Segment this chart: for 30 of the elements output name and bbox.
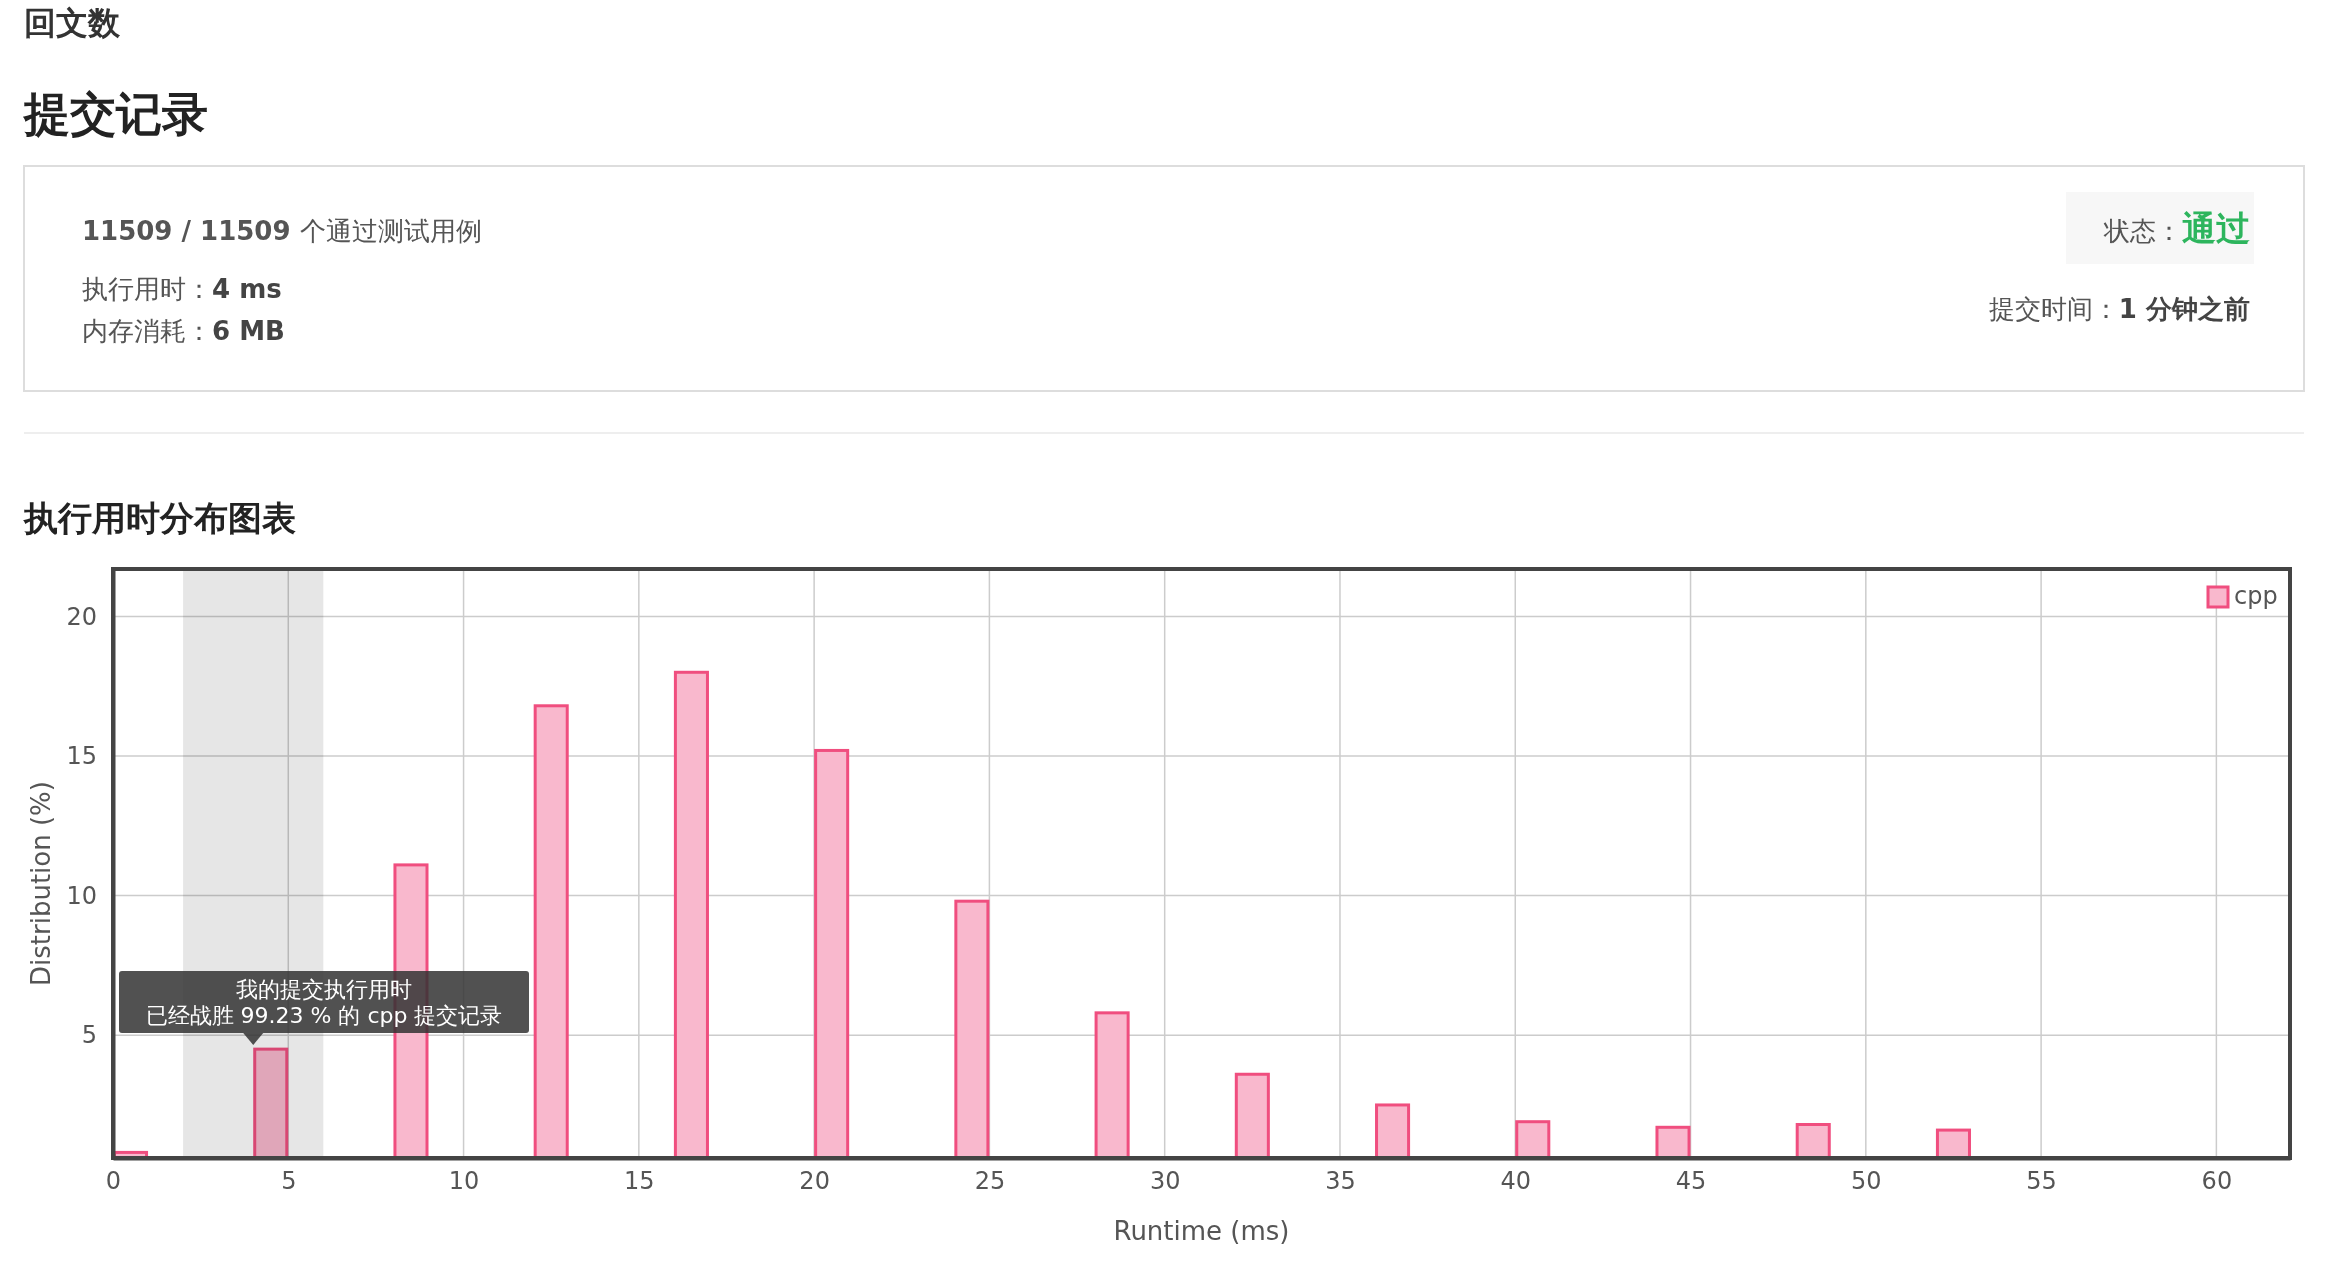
x-tick-label: 45 [1675, 1167, 1707, 1196]
x-tick-label: 60 [2201, 1167, 2233, 1196]
y-tick-label: 10 [66, 881, 97, 910]
x-tick-label: 5 [281, 1167, 297, 1196]
y-tick-label: 20 [66, 602, 97, 631]
x-tick-label: 55 [2026, 1167, 2057, 1196]
x-tick-label: 15 [624, 1167, 655, 1196]
x-tick-label: 35 [1325, 1167, 1356, 1196]
y-axis-title: Distribution (%) [26, 781, 56, 986]
legend-label: cpp [2234, 582, 2278, 610]
text: 提交记录 [22, 87, 208, 141]
text: 内存消耗：6 MB [82, 316, 285, 346]
x-tick-label: 50 [1851, 1167, 1882, 1196]
x-axis-title: Runtime (ms) [1113, 1216, 1290, 1246]
text: 执行用时：4 ms [82, 274, 282, 304]
x-tick-label: 30 [1149, 1167, 1181, 1196]
y-tick-label: 15 [66, 742, 97, 771]
annotation: 已经战胜 99.23 % 的 cpp 提交记录 [145, 1003, 503, 1028]
text: 提交时间：1 分钟之前 [1988, 294, 2250, 324]
chart-title: 执行用时分布图表 [23, 498, 296, 538]
text: 状态：通过 [2103, 208, 2250, 248]
y-tick-label: 5 [81, 1021, 97, 1050]
x-tick-label: 10 [448, 1167, 480, 1196]
x-tick-label: 0 [105, 1167, 122, 1196]
text: 回文数 [24, 4, 121, 42]
x-tick-label: 20 [799, 1167, 830, 1196]
annotation: 我的提交执行用时 [236, 977, 412, 1002]
x-tick-label: 25 [974, 1167, 1006, 1196]
text: 11509 / 11509 个通过测试用例 [82, 216, 482, 246]
x-tick-label: 40 [1500, 1167, 1532, 1196]
